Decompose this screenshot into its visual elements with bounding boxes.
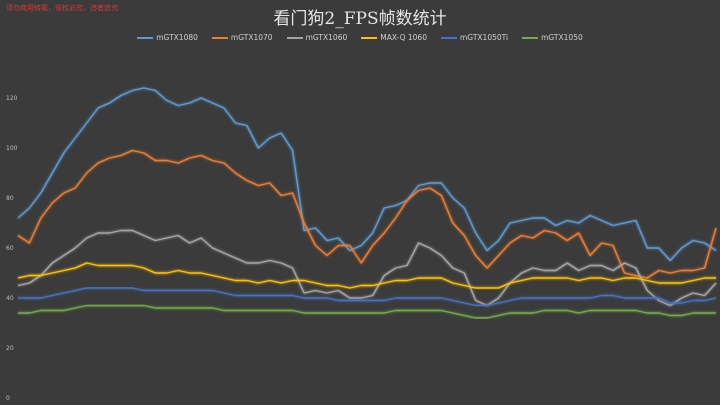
legend-swatch — [137, 36, 154, 39]
watermark-text: 请勿商用转载，侵权必究，违者追究 — [6, 4, 118, 12]
y-tick-label: 40 — [6, 295, 14, 302]
y-tick-label: 60 — [6, 245, 14, 252]
y-tick-label: 120 — [6, 95, 18, 102]
y-tick-label: 100 — [6, 145, 18, 152]
legend-item: mGTX1050Ti — [440, 33, 509, 42]
series-line-mgtx1050ti — [18, 287, 717, 307]
series-line-max-q-1060 — [17, 262, 716, 289]
legend-label: mGTX1050 — [541, 33, 583, 42]
legend-swatch — [522, 36, 539, 39]
legend-swatch — [440, 36, 457, 39]
legend-swatch — [286, 36, 303, 39]
legend-label: MAX-Q 1060 — [380, 33, 427, 42]
legend-swatch — [211, 36, 228, 39]
chart-legend: mGTX1080 mGTX1070 mGTX1060 MAX-Q 1060 mGTX10… — [0, 33, 720, 42]
legend-label: mGTX1060 — [305, 33, 348, 42]
series-line-mgtx1050 — [18, 304, 716, 319]
legend-item: mGTX1050 — [522, 33, 583, 42]
legend-item: mGTX1070 — [211, 33, 273, 42]
y-tick-label: 0 — [6, 395, 10, 402]
chart-title: 看门狗2_FPS帧数统计 — [273, 9, 447, 29]
legend-item: MAX-Q 1060 — [361, 33, 427, 42]
series-line-mgtx1070 — [17, 149, 717, 279]
legend-swatch — [361, 36, 378, 39]
legend-label: mGTX1070 — [230, 33, 273, 42]
series-line-mgtx1080 — [17, 87, 717, 262]
legend-item: mGTX1060 — [286, 33, 348, 42]
series-line-mgtx1060 — [17, 229, 717, 307]
y-tick-label: 20 — [6, 345, 14, 352]
legend-item: mGTX1080 — [137, 33, 198, 42]
legend-label: mGTX1080 — [156, 33, 198, 42]
legend-label: mGTX1050Ti — [459, 33, 509, 42]
y-tick-label: 80 — [6, 195, 14, 202]
